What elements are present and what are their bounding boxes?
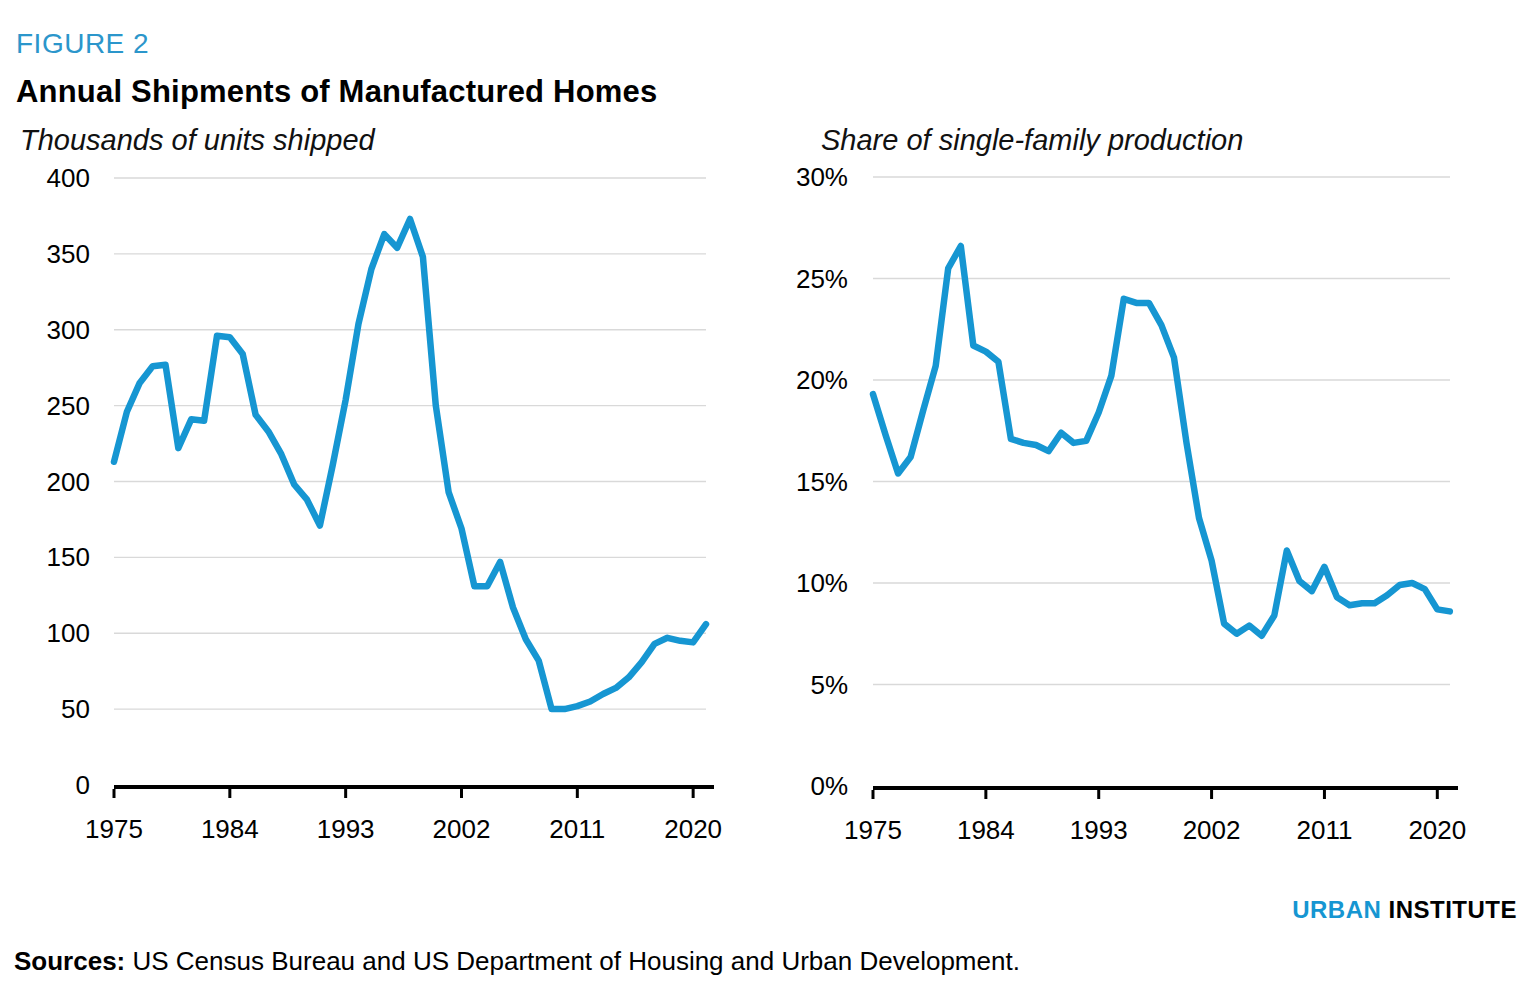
y-axis-label: 10%	[796, 568, 848, 598]
sources-text: US Census Bureau and US Department of Ho…	[125, 946, 1020, 976]
logo-institute-text: INSTITUTE	[1389, 896, 1518, 923]
x-axis-label: 1975	[844, 815, 902, 845]
x-axis-label: 1993	[317, 814, 375, 844]
logo-urban-text: URBAN	[1292, 896, 1381, 923]
y-axis-label: 0	[76, 770, 90, 800]
share-data-line	[873, 246, 1450, 636]
x-axis-label: 1984	[957, 815, 1015, 845]
x-axis-label: 2020	[1408, 815, 1466, 845]
y-axis-label: 30%	[796, 162, 848, 192]
figure-page: FIGURE 2 Annual Shipments of Manufacture…	[0, 0, 1535, 992]
charts-canvas: 0 50 100 150 200 250 300 350 400 1975 1984 1993 2002…	[0, 0, 1535, 992]
y-axis-label: 200	[47, 467, 90, 497]
x-axis-label: 1984	[201, 814, 259, 844]
x-axis-label: 2002	[433, 814, 491, 844]
sources-line: Sources: US Census Bureau and US Departm…	[14, 946, 1020, 977]
sources-label: Sources:	[14, 946, 125, 976]
y-axis-label: 5%	[810, 670, 848, 700]
x-axis-label: 2002	[1183, 815, 1241, 845]
x-axis-label: 2011	[1296, 815, 1352, 845]
y-axis-label: 100	[47, 618, 90, 648]
shipments-data-line	[114, 219, 706, 709]
x-axis-label: 2020	[664, 814, 722, 844]
x-axis-label: 1993	[1070, 815, 1128, 845]
y-axis-label: 250	[47, 391, 90, 421]
y-axis-label: 25%	[796, 264, 848, 294]
y-axis-label: 350	[47, 239, 90, 269]
y-axis-label: 400	[47, 163, 90, 193]
y-axis-label: 300	[47, 315, 90, 345]
x-axis-label: 1975	[85, 814, 143, 844]
y-axis-label: 15%	[796, 467, 848, 497]
y-axis-label: 50	[61, 694, 90, 724]
urban-institute-logo: URBAN INSTITUTE	[1292, 896, 1517, 924]
y-axis-label: 0%	[810, 771, 848, 801]
x-axis-label: 2011	[549, 814, 605, 844]
y-axis-label: 150	[47, 542, 90, 572]
y-axis-label: 20%	[796, 365, 848, 395]
